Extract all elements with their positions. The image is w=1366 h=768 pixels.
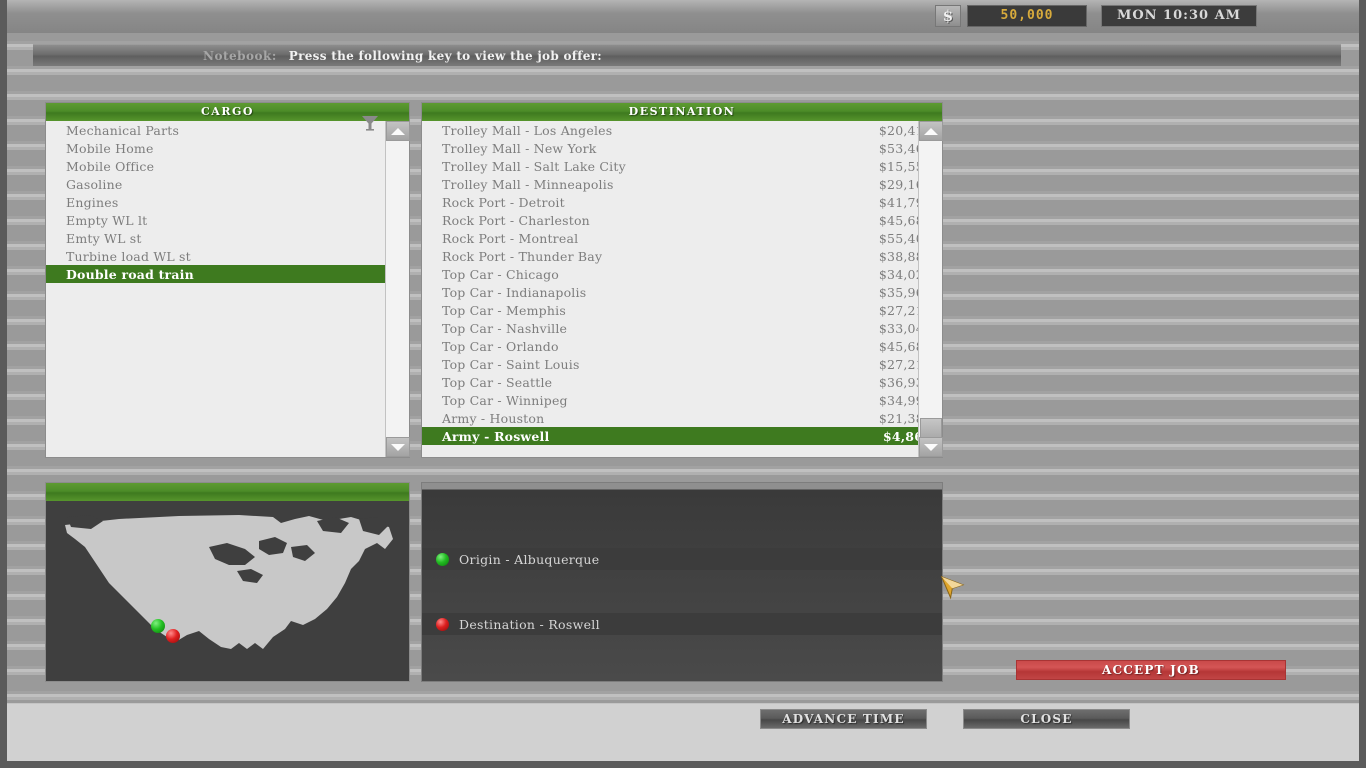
destination-item-label: Rock Port - Thunder Bay [442,248,603,264]
destination-item-label: Trolley Mall - Salt Lake City [442,158,626,174]
destination-item-label: Army - Houston [442,410,545,426]
destination-item-label: Top Car - Seattle [442,374,553,390]
destination-item-row[interactable]: Top Car - Winnipeg $34,992 [422,391,942,409]
destination-dot-icon [436,617,449,631]
usa-map-icon [65,515,393,649]
cargo-item-row[interactable]: Mobile Office [46,157,409,175]
map-panel-header [46,483,409,501]
destination-item-row[interactable]: Top Car - Memphis $27,216 [422,301,942,319]
destination-item-row[interactable]: Trolley Mall - New York $53,460 [422,139,942,157]
route-info-panel: Origin - Albuquerque Destination - Roswe… [421,482,943,682]
destination-item-label: Top Car - Orlando [442,338,559,354]
notebook-label: Notebook: [203,48,277,63]
chevron-down-icon [391,443,405,451]
destination-label: Destination - Roswell [459,616,600,632]
notebook-bar: Notebook: Press the following key to vie… [33,44,1341,66]
destination-item-label: Trolley Mall - New York [442,140,597,156]
destination-item-label: Top Car - Winnipeg [442,392,568,408]
destination-item-label: Trolley Mall - Los Angeles [442,122,613,138]
destination-row: Destination - Roswell [422,613,942,635]
destination-item-row[interactable]: Top Car - Saint Louis $27,216 [422,355,942,373]
destination-item-row[interactable]: Rock Port - Montreal $55,404 [422,229,942,247]
destination-item-row[interactable]: Rock Port - Charleston $45,684 [422,211,942,229]
destination-item-label: Top Car - Memphis [442,302,566,318]
cargo-item-row[interactable]: Turbine load WL st [46,247,409,265]
destination-item-label: Rock Port - Charleston [442,212,590,228]
origin-pin-green [151,619,165,633]
notebook-message: Press the following key to view the job … [288,48,603,63]
cargo-item-row[interactable]: Gasoline [46,175,409,193]
destination-scroll-up-button[interactable] [919,121,943,141]
money-value: 50,000 [967,5,1087,27]
cargo-scroll-up-button[interactable] [386,121,410,141]
origin-dot-icon [436,552,449,566]
cargo-item-row[interactable]: Engines [46,193,409,211]
chevron-down-icon [924,443,938,451]
destination-item-row[interactable]: Trolley Mall - Los Angeles $20,412 [422,121,942,139]
destination-item-label: Top Car - Chicago [442,266,560,282]
destination-panel-header: DESTINATION [422,103,942,121]
cargo-list[interactable]: Mechanical Parts Mobile Home Mobile Office… [46,121,409,457]
destination-item-row[interactable]: Army - Roswell $4,860 [422,427,942,445]
chevron-up-icon [391,127,405,135]
destination-item-row[interactable]: Top Car - Indianapolis $35,964 [422,283,942,301]
destination-item-label: Army - Roswell [442,428,550,444]
destination-item-row[interactable]: Top Car - Seattle $36,936 [422,373,942,391]
map-panel [45,482,410,682]
close-button[interactable]: CLOSE [963,709,1130,729]
cargo-item-label: Double road train [66,266,194,282]
cargo-item-row[interactable]: Emty WL st [46,229,409,247]
cargo-item-row[interactable]: Mechanical Parts [46,121,409,139]
cargo-scrollbar[interactable] [385,121,410,457]
cargo-item-label: Engines [66,194,119,210]
origin-label: Origin - Albuquerque [459,551,600,567]
destination-item-label: Top Car - Nashville [442,320,568,336]
destination-item-row[interactable]: Rock Port - Thunder Bay $38,880 [422,247,942,265]
cargo-item-row[interactable]: Double road train [46,265,409,283]
cargo-item-label: Mechanical Parts [66,122,180,138]
destination-item-row[interactable]: Top Car - Chicago $34,020 [422,265,942,283]
job-offer-dialog: CARGO Mechanical Parts Mobile Home Mobile … [33,78,1341,703]
destination-item-label: Rock Port - Montreal [442,230,579,246]
cargo-scroll-down-button[interactable] [386,437,410,457]
origin-row: Origin - Albuquerque [422,548,942,570]
destination-panel: DESTINATION Trolley Mall - Los Angeles $2… [421,102,943,458]
destination-scrollbar[interactable] [918,121,943,457]
cargo-panel-header: CARGO [46,103,409,121]
clock-display: MON 10:30 AM [1101,5,1257,27]
destination-list[interactable]: Trolley Mall - Los Angeles $20,412 Trolley… [422,121,942,457]
route-map[interactable] [46,501,409,681]
cargo-item-label: Turbine load WL st [66,248,191,264]
destination-item-row[interactable]: Trolley Mall - Salt Lake City $15,552 [422,157,942,175]
destination-item-label: Rock Port - Detroit [442,194,565,210]
cargo-item-row[interactable]: Mobile Home [46,139,409,157]
chevron-up-icon [924,127,938,135]
dollar-icon: $ [935,5,961,27]
top-status-bar: $ 50,000 MON 10:30 AM [7,0,1359,33]
advance-time-button[interactable]: ADVANCE TIME [760,709,927,729]
destination-item-row[interactable]: Top Car - Nashville $33,048 [422,319,942,337]
destination-item-label: Top Car - Saint Louis [442,356,580,372]
funnel-icon[interactable] [361,115,379,131]
money-display: $ 50,000 [935,5,1087,27]
cargo-item-row[interactable]: Empty WL lt [46,211,409,229]
destination-scroll-down-button[interactable] [919,437,943,457]
destination-item-label: Trolley Mall - Minneapolis [442,176,614,192]
cargo-panel: CARGO Mechanical Parts Mobile Home Mobile … [45,102,410,458]
cargo-item-label: Emty WL st [66,230,142,246]
cargo-item-label: Mobile Office [66,158,155,174]
destination-item-row[interactable]: Army - Houston $21,384 [422,409,942,427]
destination-item-row[interactable]: Trolley Mall - Minneapolis $29,160 [422,175,942,193]
cargo-item-label: Empty WL lt [66,212,148,228]
destination-item-label: Top Car - Indianapolis [442,284,587,300]
destination-item-row[interactable]: Rock Port - Detroit $41,796 [422,193,942,211]
accept-job-button[interactable]: ACCEPT JOB [1016,660,1286,680]
cargo-item-label: Gasoline [66,176,123,192]
destination-item-row[interactable]: Top Car - Orlando $45,684 [422,337,942,355]
cargo-item-label: Mobile Home [66,140,154,156]
footer-bar: ADVANCE TIME CLOSE [7,703,1359,761]
destination-pin-red [166,629,180,643]
